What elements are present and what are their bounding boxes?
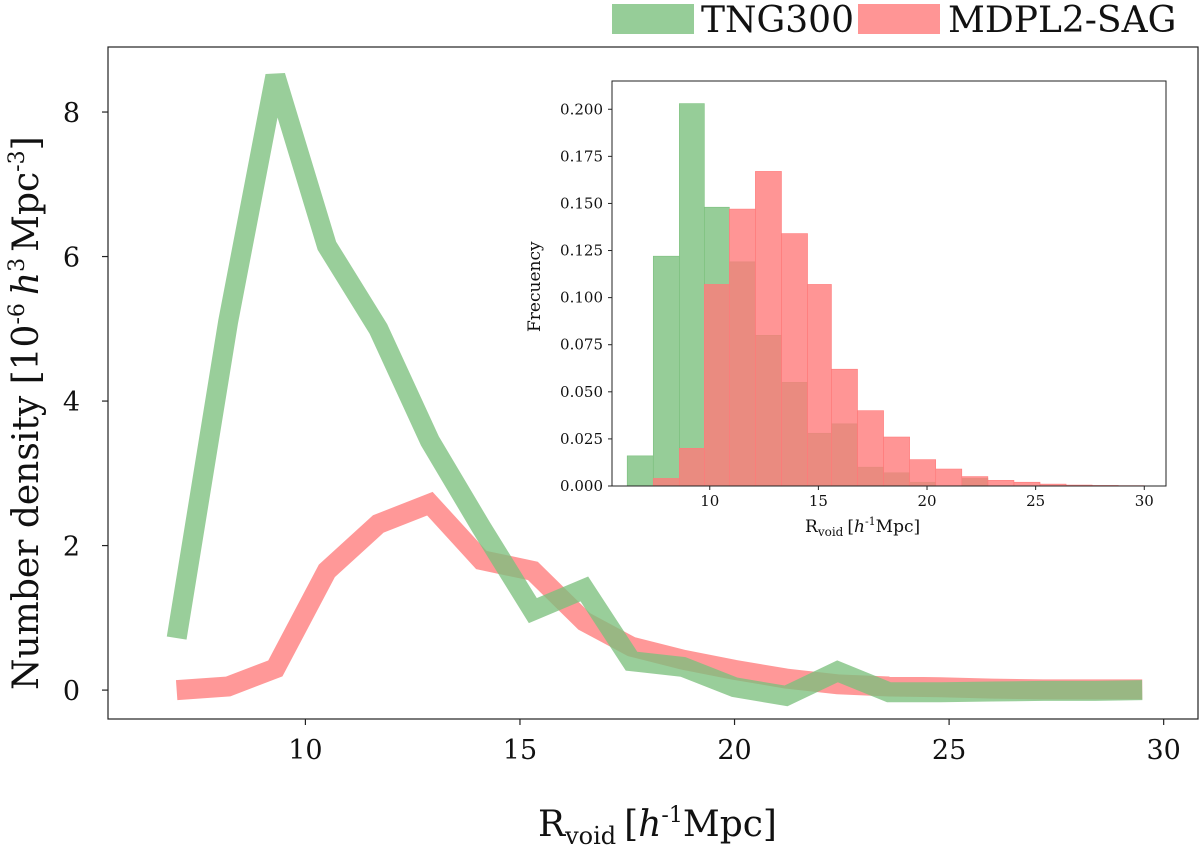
main-x-tick-label: 10 — [288, 735, 322, 766]
main-x-axis-title-exp: -1 — [661, 803, 682, 828]
inset-bar-mdpl2-sag — [807, 284, 832, 487]
inset-y-axis-title: Frecuency — [525, 241, 545, 332]
main-x-axis-title-sub: void — [564, 822, 616, 846]
main-y-axis-title-mid: Mpc — [6, 172, 47, 252]
main-series — [166, 73, 1143, 707]
main-x-axis-title-r: R — [538, 804, 566, 845]
inset-bars — [626, 103, 1145, 487]
main-x-axis-title-h: h — [638, 804, 661, 845]
main-y-tick-label: 6 — [63, 243, 80, 274]
inset-bar-mdpl2-sag — [987, 480, 1015, 487]
inset-x-axis-title-exp: -1 — [865, 515, 876, 528]
legend-label-tng300: TNG300 — [701, 0, 854, 41]
main-plot-frame — [107, 46, 1199, 720]
main-y-axis-title-post: ] — [6, 136, 47, 150]
series-line-tng300 — [166, 73, 1143, 707]
inset-bar-mdpl2-sag — [857, 410, 884, 487]
main-x-axis-title-open: [ — [624, 804, 638, 845]
inset-y-tick-label: 0.200 — [560, 100, 603, 118]
inset-x-tick-label: 30 — [1135, 492, 1154, 510]
main-y-tick-label: 2 — [63, 532, 80, 563]
inset-bar-mdpl2-sag — [704, 284, 730, 487]
inset-x-axis-title-sub: void — [817, 525, 844, 539]
inset-y-tick-label: 0.100 — [560, 289, 603, 307]
inset-y-tick-label: 0.050 — [560, 383, 603, 401]
inset-ticks: 10 15 20 25 30 0.000 0.025 0.050 0.075 0.100 0.125… — [560, 100, 1154, 510]
inset-y-tick-label: 0.075 — [560, 336, 603, 354]
main-y-axis-title-exp2: 3 — [5, 258, 30, 272]
legend-swatch-tng300 — [612, 4, 694, 34]
inset-plot-frame-top — [611, 80, 1167, 487]
inset-x-axis-title-h: h — [854, 517, 865, 537]
inset-y-tick-label: 0.125 — [560, 242, 603, 260]
legend-swatch-mdpl2-sag — [858, 4, 940, 34]
inset-bar-tng300 — [679, 103, 705, 487]
main-x-axis-title: Rvoid [h-1Mpc] — [538, 803, 777, 846]
inset-bar-mdpl2-sag — [1013, 481, 1041, 487]
inset-y-tick-label: 0.175 — [560, 147, 603, 165]
inset-x-axis-title-r: R — [805, 517, 819, 537]
main-x-tick-label: 15 — [503, 735, 537, 766]
inset-bar-mdpl2-sag — [909, 459, 937, 487]
inset-y-tick-label: 0.000 — [560, 477, 603, 495]
inset-y-tick-label: 0.025 — [560, 430, 603, 448]
inset-x-tick-label: 20 — [917, 492, 936, 510]
inset-x-axis-title: Rvoid [h-1Mpc] — [805, 515, 920, 539]
legend: TNG300 MDPL2-SAG — [612, 0, 1176, 41]
inset-bar-mdpl2-sag — [961, 476, 989, 487]
inset-x-axis-title-open: [ — [847, 517, 854, 537]
main-x-tick-label: 30 — [1146, 735, 1180, 766]
main-x-axis-title-unit: Mpc] — [683, 804, 777, 845]
main-y-tick-label: 0 — [63, 676, 80, 707]
inset-bar-mdpl2-sag — [652, 478, 680, 487]
inset-bar-mdpl2-sag — [679, 448, 705, 487]
main-x-tick-label: 20 — [717, 735, 751, 766]
inset-chart: 10 15 20 25 30 0.000 0.025 0.050 0.075 0.100 0.125… — [525, 80, 1167, 539]
inset-x-tick-label: 10 — [700, 492, 719, 510]
inset-bar-mdpl2-sag — [935, 468, 963, 487]
main-y-tick-label: 4 — [63, 387, 80, 418]
inset-x-axis-title-unit: Mpc] — [876, 517, 920, 537]
main-y-axis-title-exp3: -3 — [5, 150, 30, 171]
inset-bar-mdpl2-sag — [883, 436, 910, 487]
inset-x-tick-label: 25 — [1026, 492, 1045, 510]
inset-bar-mdpl2-sag — [831, 368, 858, 487]
legend-label-mdpl2-sag: MDPL2-SAG — [948, 0, 1176, 41]
main-ticks: 10 15 20 25 30 0 2 4 6 8 — [63, 98, 1181, 766]
main-y-tick-label: 8 — [63, 98, 80, 129]
inset-bar-mdpl2-sag — [755, 171, 782, 487]
inset-bar-tng300 — [652, 255, 680, 487]
inset-x-tick-label: 15 — [809, 492, 828, 510]
main-y-axis-title: Number density [10-6 h3 Mpc-3] — [5, 136, 47, 690]
inset-bar-tng300 — [626, 455, 654, 487]
inset-y-tick-label: 0.150 — [560, 194, 603, 212]
main-y-axis-title-exp1: -6 — [5, 303, 30, 324]
main-y-axis-title-pre: Number density [10 — [6, 325, 47, 690]
main-x-tick-label: 25 — [932, 735, 966, 766]
inset-bar-mdpl2-sag — [781, 233, 808, 487]
inset-bar-mdpl2-sag — [729, 208, 756, 487]
main-y-axis-title-h: h — [6, 272, 47, 295]
